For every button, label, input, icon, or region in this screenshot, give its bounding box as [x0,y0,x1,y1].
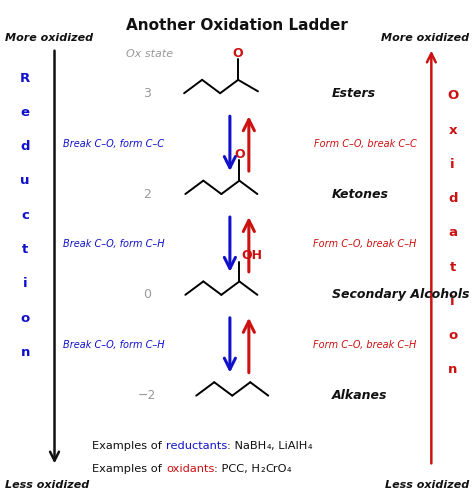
Text: t: t [22,243,28,256]
Text: Break C–O, form C–H: Break C–O, form C–H [63,239,164,249]
Text: OH: OH [241,249,262,262]
Text: 0: 0 [143,288,151,301]
Text: Ox state: Ox state [126,49,173,59]
Text: t: t [449,261,456,274]
Text: ₄: ₄ [266,441,271,451]
Text: R: R [20,72,30,85]
Text: Form C–O, break C–C: Form C–O, break C–C [314,139,416,149]
Text: Examples of: Examples of [92,441,166,451]
Text: : PCC, H: : PCC, H [214,464,260,474]
Text: Alkanes: Alkanes [332,389,387,402]
Text: Break C–O, form C–H: Break C–O, form C–H [63,340,164,350]
Text: Break C–O, form C–C: Break C–O, form C–C [63,139,164,149]
Text: d: d [20,140,30,153]
Text: i: i [23,277,27,290]
Text: Form C–O, break C–H: Form C–O, break C–H [313,239,417,249]
Text: c: c [21,209,29,222]
Text: x: x [448,123,457,137]
Text: i: i [450,295,455,308]
Text: , LiAlH: , LiAlH [271,441,307,451]
Text: 3: 3 [143,87,151,100]
Text: reductants: reductants [166,441,227,451]
Text: d: d [448,192,457,205]
Text: n: n [20,346,30,359]
Text: o: o [448,329,457,342]
Text: : NaBH: : NaBH [227,441,266,451]
Text: More oxidized: More oxidized [5,33,93,43]
Text: Ketones: Ketones [332,187,389,201]
Text: 2: 2 [143,187,151,201]
Text: Another Oxidation Ladder: Another Oxidation Ladder [126,18,348,33]
Text: oxidants: oxidants [166,464,214,474]
Text: O: O [233,47,244,60]
Text: Less oxidized: Less oxidized [5,480,89,490]
Text: More oxidized: More oxidized [381,33,469,43]
Text: e: e [21,106,29,119]
Text: a: a [448,226,457,239]
Text: −2: −2 [138,389,156,402]
Text: n: n [448,363,457,376]
Text: ₂: ₂ [260,464,265,474]
Text: Examples of: Examples of [92,464,166,474]
Text: O: O [447,89,458,102]
Text: Form C–O, break C–H: Form C–O, break C–H [313,340,417,350]
Text: ₄: ₄ [286,464,291,474]
Text: Secondary Alcohols: Secondary Alcohols [332,288,469,301]
Text: Less oxidized: Less oxidized [385,480,469,490]
Text: i: i [450,158,455,171]
Text: CrO: CrO [265,464,286,474]
Text: O: O [234,148,245,161]
Text: Esters: Esters [332,87,376,100]
Text: u: u [20,174,30,187]
Text: ₄: ₄ [307,441,312,451]
Text: o: o [20,311,30,325]
